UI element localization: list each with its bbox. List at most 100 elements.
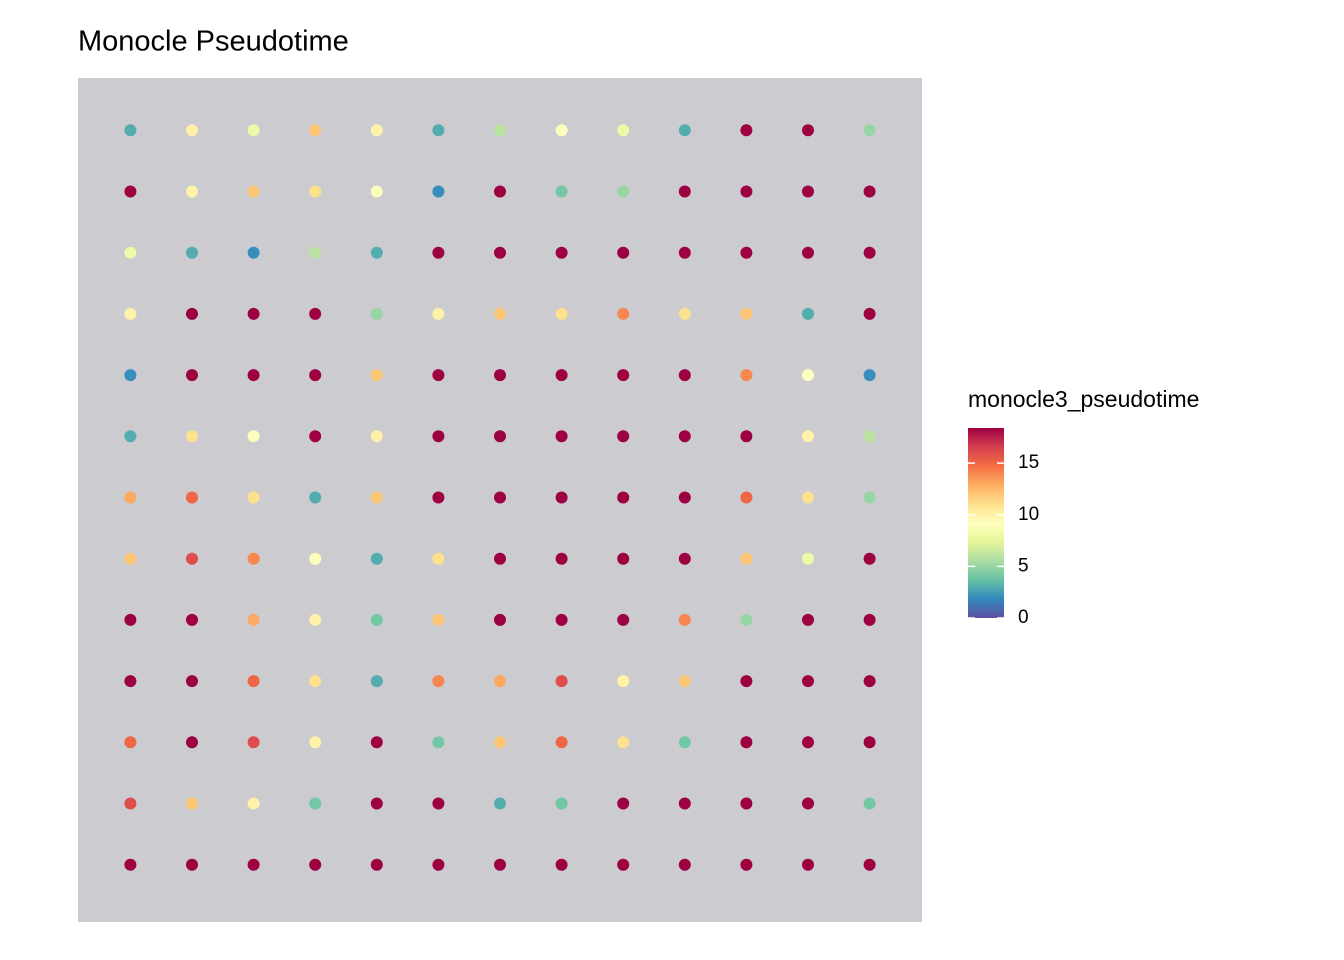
point bbox=[247, 613, 260, 626]
point bbox=[802, 613, 814, 626]
point bbox=[617, 858, 630, 871]
point bbox=[617, 185, 630, 198]
point bbox=[124, 307, 137, 320]
point bbox=[309, 613, 322, 626]
point bbox=[555, 307, 568, 320]
point bbox=[309, 491, 322, 504]
point bbox=[617, 797, 630, 810]
point bbox=[863, 491, 876, 504]
point bbox=[124, 491, 137, 504]
point bbox=[309, 124, 322, 137]
point bbox=[617, 613, 630, 626]
point bbox=[740, 124, 753, 137]
point bbox=[740, 613, 753, 626]
point bbox=[802, 797, 814, 810]
point bbox=[802, 552, 814, 565]
point bbox=[617, 552, 630, 565]
point bbox=[863, 307, 876, 320]
point bbox=[802, 430, 814, 443]
point bbox=[370, 246, 383, 259]
point bbox=[678, 246, 691, 259]
point bbox=[494, 430, 506, 443]
point bbox=[124, 430, 137, 443]
point bbox=[247, 369, 260, 382]
point bbox=[124, 613, 137, 626]
point bbox=[186, 430, 198, 443]
point bbox=[863, 246, 876, 259]
point bbox=[370, 858, 383, 871]
point bbox=[370, 369, 383, 382]
point bbox=[309, 736, 322, 749]
colorbar bbox=[968, 428, 1004, 618]
point bbox=[494, 185, 506, 198]
point bbox=[247, 430, 260, 443]
point bbox=[186, 613, 198, 626]
point bbox=[370, 736, 383, 749]
point bbox=[863, 736, 876, 749]
point bbox=[370, 675, 383, 688]
point bbox=[678, 124, 691, 137]
point bbox=[863, 430, 876, 443]
colorbar-tick-label: 10 bbox=[1018, 504, 1039, 525]
point bbox=[678, 369, 691, 382]
point bbox=[802, 491, 814, 504]
point bbox=[555, 613, 568, 626]
point bbox=[740, 675, 753, 688]
point bbox=[370, 185, 383, 198]
point bbox=[432, 858, 445, 871]
point bbox=[555, 491, 568, 504]
point bbox=[802, 307, 814, 320]
colorbar-tick-label: 15 bbox=[1018, 452, 1039, 473]
point bbox=[617, 246, 630, 259]
point bbox=[555, 858, 568, 871]
point bbox=[309, 369, 322, 382]
point bbox=[370, 124, 383, 137]
point bbox=[555, 736, 568, 749]
point bbox=[432, 430, 445, 443]
point bbox=[432, 307, 445, 320]
point bbox=[370, 552, 383, 565]
point bbox=[309, 858, 322, 871]
point bbox=[494, 613, 506, 626]
point bbox=[124, 246, 137, 259]
chart-title: Monocle Pseudotime bbox=[78, 26, 349, 58]
point bbox=[186, 858, 198, 871]
point bbox=[186, 797, 198, 810]
point bbox=[555, 430, 568, 443]
point bbox=[124, 552, 137, 565]
point bbox=[370, 613, 383, 626]
point bbox=[432, 675, 445, 688]
point bbox=[555, 246, 568, 259]
point bbox=[186, 675, 198, 688]
point bbox=[678, 430, 691, 443]
point bbox=[432, 797, 445, 810]
point bbox=[370, 430, 383, 443]
point bbox=[494, 736, 506, 749]
point bbox=[309, 246, 322, 259]
point bbox=[740, 858, 753, 871]
point bbox=[124, 797, 137, 810]
point bbox=[617, 736, 630, 749]
point bbox=[432, 246, 445, 259]
point bbox=[617, 369, 630, 382]
point bbox=[494, 797, 506, 810]
point bbox=[186, 369, 198, 382]
point bbox=[370, 797, 383, 810]
point bbox=[617, 124, 630, 137]
point bbox=[432, 185, 445, 198]
point bbox=[247, 736, 260, 749]
point bbox=[678, 797, 691, 810]
point bbox=[678, 307, 691, 320]
point bbox=[247, 246, 260, 259]
point bbox=[432, 736, 445, 749]
point bbox=[555, 552, 568, 565]
point bbox=[740, 491, 753, 504]
point bbox=[617, 430, 630, 443]
point bbox=[555, 185, 568, 198]
point bbox=[247, 185, 260, 198]
point bbox=[740, 430, 753, 443]
point bbox=[617, 675, 630, 688]
point bbox=[802, 675, 814, 688]
point bbox=[124, 675, 137, 688]
